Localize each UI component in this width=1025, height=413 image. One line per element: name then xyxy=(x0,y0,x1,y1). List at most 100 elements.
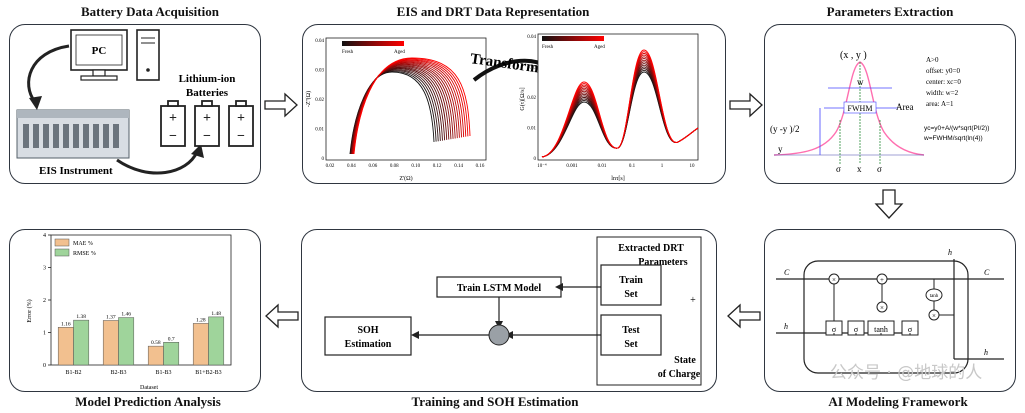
x-tick-label: B1-B2 xyxy=(65,370,81,376)
title-training-soh: Training and SOH Estimation xyxy=(411,394,579,409)
bar-value-label: 1.46 xyxy=(121,312,131,318)
drt-xticks-label: 1 xyxy=(661,164,664,169)
lstm-gate-label: tanh xyxy=(874,325,888,334)
bar-value-label: 0.7 xyxy=(168,336,175,342)
title-model-prediction: Model Prediction Analysis xyxy=(75,394,221,409)
bar-rmse xyxy=(73,319,90,366)
bar-mae xyxy=(147,345,164,366)
batteries-label-line1: Lithium-ion xyxy=(179,73,236,85)
bar-mae xyxy=(192,323,209,366)
battery-cell-icon xyxy=(160,100,254,147)
arrow-pc-to-instrument-icon xyxy=(27,44,70,103)
drt-yticks-label: 0 xyxy=(534,157,537,162)
drt-yticks-label: 0.02 xyxy=(527,96,536,101)
c-prev-label: C xyxy=(784,268,790,277)
area-label: Area xyxy=(896,102,914,112)
param-note: A>0 xyxy=(926,56,939,64)
soh-label-2: Estimation xyxy=(345,339,392,350)
bar-value-label: 1.48 xyxy=(211,311,221,317)
title-battery-data-acquisition: Battery Data Acquisition xyxy=(81,4,219,19)
pc-tower-icon xyxy=(136,29,160,81)
eis-yticks-label: 0.04 xyxy=(315,39,324,44)
legend-label: MAE % xyxy=(73,241,93,247)
bar-rmse xyxy=(208,316,225,366)
bar-value-label: 1.38 xyxy=(76,314,86,320)
half-height-label: (y -y )/2 xyxy=(770,124,800,134)
drt-plot-frame xyxy=(537,33,699,161)
arrow-left-1 xyxy=(727,303,761,329)
eis-instrument-label: EIS Instrument xyxy=(39,165,113,177)
drt-curves xyxy=(541,49,699,158)
bar-value-label: 1.37 xyxy=(106,314,116,320)
lstm-op-label: × xyxy=(932,312,936,320)
y-tick-label: 0 xyxy=(43,363,46,369)
lstm-tanh-label: tanh xyxy=(930,294,939,299)
eis-legend-bar xyxy=(342,41,404,46)
bar-value-label: 1.28 xyxy=(196,317,206,323)
batteries-label-line2: Batteries xyxy=(186,87,229,99)
drt-ylabel: G(τ)[Ω/s] xyxy=(519,87,526,110)
title-ai-modeling: AI Modeling Framework xyxy=(828,394,968,409)
bar-mae xyxy=(102,320,119,366)
y0-label: y xyxy=(778,144,783,154)
eis-xticks-label: 0.10 xyxy=(411,164,420,169)
eis-xticks-label: 0.02 xyxy=(326,164,335,169)
lstm-gate-label: σ xyxy=(854,325,859,334)
drt-xticks-label: 0.001 xyxy=(566,164,578,169)
w-label: w xyxy=(857,77,864,87)
svg-text:−: − xyxy=(203,129,211,144)
training-diagram: Extracted DRT Parameters Train Set + Tes… xyxy=(324,236,702,386)
formula-w: w=FWHM/sqrt(ln(4)) xyxy=(923,135,983,142)
eis-drt-diagram: -Z''(Ω) Z'(Ω) 0.04 0.03 0.02 0.01 0 0.02 0.04… xyxy=(305,33,699,182)
lstm-gate-label: σ xyxy=(908,325,913,334)
arrow-down xyxy=(874,189,904,219)
train-set-label-2: Set xyxy=(624,289,638,300)
test-set-label-1: Test xyxy=(622,325,640,336)
param-note: center: xc=0 xyxy=(926,78,961,86)
svg-text:−: − xyxy=(169,129,177,144)
pc-label: PC xyxy=(92,45,107,57)
xc-label: x xyxy=(857,164,862,174)
legend-label: RMSE % xyxy=(73,251,96,257)
y-tick-label: 4 xyxy=(43,233,46,239)
svg-text:+: + xyxy=(203,111,211,126)
arrow-instrument-to-batteries-icon xyxy=(116,151,199,175)
drt-legend-fresh: Fresh xyxy=(542,45,554,50)
soc-label-1: State xyxy=(674,355,696,366)
lstm-op-label: × xyxy=(880,304,884,312)
drt-legend-aged: Aged xyxy=(594,45,605,50)
soh-box xyxy=(324,316,412,356)
bar-value-label: 0.58 xyxy=(151,340,161,346)
y-tick-label: 2 xyxy=(43,298,46,304)
train-set-label-1: Train xyxy=(619,275,643,286)
lstm-cell-diagram: C C h h h σ σ tanh σ × + × × tanh xyxy=(776,248,1004,374)
drt-xticks-label: 10 xyxy=(690,164,696,169)
sigma-left: σ xyxy=(836,164,841,174)
eis-yticks-label: 0.02 xyxy=(315,98,324,103)
svg-text:−: − xyxy=(237,129,245,144)
drt-yticks-label: 0.01 xyxy=(527,127,536,132)
extracted-label-1: Extracted DRT xyxy=(618,243,684,254)
soc-label-2: of Charge xyxy=(658,369,701,380)
extracted-params-box xyxy=(596,236,702,386)
eis-yticks-label: 0.01 xyxy=(315,128,324,133)
eis-xticks-label: 0.14 xyxy=(454,164,463,169)
param-note: width: w=2 xyxy=(926,89,959,97)
lstm-op-label: + xyxy=(880,276,884,284)
sigma-right: σ xyxy=(877,164,882,174)
x-tick-label: B1-B3 xyxy=(155,370,171,376)
drt-xlabel: lnτ[s] xyxy=(611,176,624,182)
bar-mae xyxy=(57,327,74,366)
h-prev-label: h xyxy=(784,322,788,331)
eis-arc xyxy=(353,57,471,155)
drt-yticks-label: 0.03 xyxy=(527,66,536,71)
eis-legend-aged: Aged xyxy=(394,50,405,55)
bar-rmse xyxy=(163,342,180,366)
drt-xticks-label: 10⁻⁴ xyxy=(537,163,547,169)
eis-xticks-label: 0.04 xyxy=(347,164,356,169)
lstm-op-label: × xyxy=(832,276,836,284)
chart-ylabel: Error (%) xyxy=(26,299,33,322)
eis-xticks-label: 0.12 xyxy=(433,164,442,169)
fwhm-label: FWHM xyxy=(848,104,873,113)
train-set-box xyxy=(600,264,662,306)
